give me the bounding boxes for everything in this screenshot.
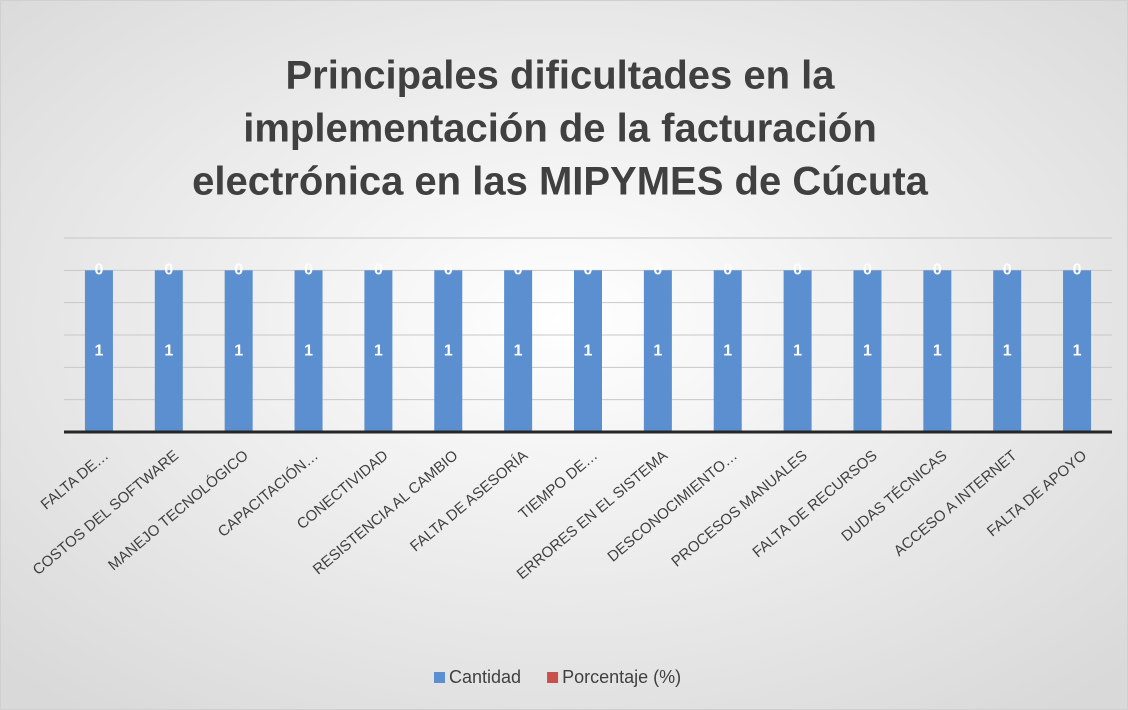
bar xyxy=(783,270,812,432)
data-label: 0 xyxy=(863,262,872,279)
bar xyxy=(713,270,742,432)
data-label: 1 xyxy=(793,342,802,359)
bar xyxy=(224,270,253,432)
data-label: 0 xyxy=(374,262,383,279)
legend-label: Cantidad xyxy=(449,667,521,687)
data-label: 1 xyxy=(234,342,243,359)
data-label: 1 xyxy=(653,342,662,359)
data-label: 0 xyxy=(514,262,523,279)
bar xyxy=(84,270,113,432)
bar xyxy=(574,270,602,432)
chart-title: electrónica en las MIPYMES de Cúcuta xyxy=(192,160,929,204)
data-label: 1 xyxy=(374,342,383,359)
bar xyxy=(993,270,1022,432)
bar xyxy=(853,270,882,432)
bar xyxy=(364,270,393,432)
legend-label: Porcentaje (%) xyxy=(562,667,681,687)
bar xyxy=(434,270,463,432)
data-label: 1 xyxy=(94,342,103,359)
bar xyxy=(154,270,183,432)
data-label: 1 xyxy=(584,342,593,359)
legend-swatch xyxy=(434,672,445,683)
legend-swatch xyxy=(547,672,559,683)
data-label: 0 xyxy=(723,262,732,279)
data-label: 0 xyxy=(444,262,453,279)
data-label: 1 xyxy=(304,342,313,359)
chart-title: implementación de la facturación xyxy=(243,107,877,151)
data-label: 0 xyxy=(94,262,103,279)
bar xyxy=(1063,270,1092,432)
data-label: 0 xyxy=(584,262,593,279)
data-label: 0 xyxy=(1073,262,1082,279)
bar xyxy=(643,270,672,432)
data-label: 0 xyxy=(164,262,173,279)
data-label: 1 xyxy=(863,342,872,359)
data-label: 1 xyxy=(514,342,523,359)
bar xyxy=(923,270,952,432)
data-label: 1 xyxy=(1073,342,1082,359)
data-label: 1 xyxy=(723,342,732,359)
data-label: 0 xyxy=(793,262,802,279)
data-label: 1 xyxy=(444,342,453,359)
data-label: 0 xyxy=(234,262,243,279)
data-label: 1 xyxy=(933,342,942,359)
bar xyxy=(504,270,533,432)
chart-title: Principales dificultades en la xyxy=(285,54,835,98)
data-label: 1 xyxy=(1003,342,1012,359)
bar xyxy=(294,270,323,432)
data-label: 0 xyxy=(1003,262,1012,279)
data-label: 0 xyxy=(304,262,313,279)
data-label: 0 xyxy=(933,262,942,279)
data-label: 1 xyxy=(164,342,173,359)
data-label: 0 xyxy=(653,262,662,279)
